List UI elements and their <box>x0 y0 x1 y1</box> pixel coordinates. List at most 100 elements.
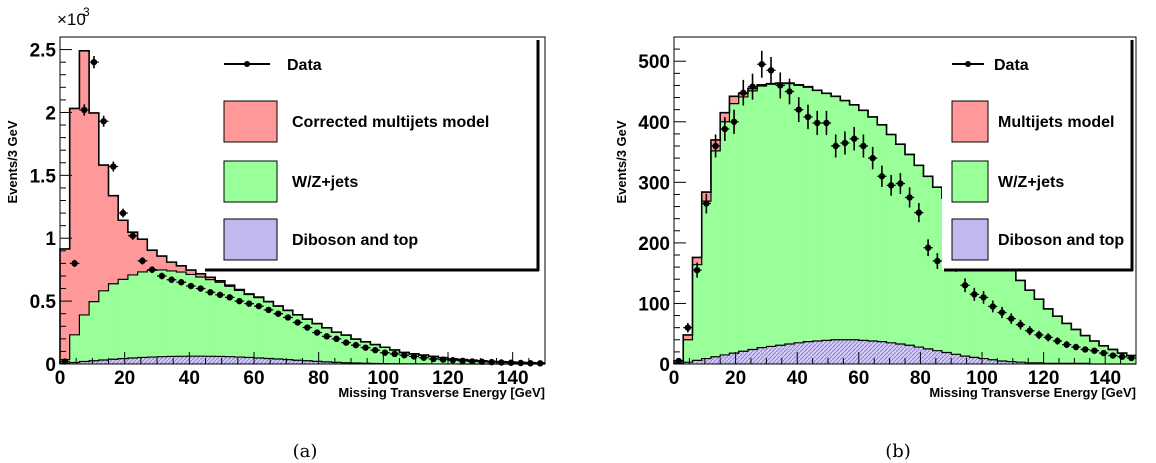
data-point <box>721 125 729 133</box>
diboson-bin <box>877 341 887 364</box>
legend-diboson-label-a: Diboson and top <box>292 232 418 249</box>
data-point <box>352 341 360 349</box>
diboson-bin <box>868 340 878 364</box>
data-point <box>1081 346 1089 353</box>
x-tick-label: 80 <box>308 368 329 389</box>
wz-bin <box>905 154 915 364</box>
wz-bin <box>895 144 906 364</box>
data-point <box>1100 349 1107 357</box>
diboson-outline <box>673 339 1136 365</box>
diboson-histogram-b <box>674 339 1091 364</box>
wz-bin <box>747 90 758 365</box>
y-tick-label: 200 <box>638 234 670 255</box>
wz-bin <box>941 198 952 364</box>
data-point <box>401 351 408 359</box>
data-point <box>758 61 765 68</box>
diboson-bin <box>312 361 323 364</box>
wz-bin <box>98 290 109 364</box>
legend-diboson-swatch-a <box>223 218 278 261</box>
x-axis-label-a: Missing Transverse Energy [GeV] <box>338 385 545 400</box>
chart-a: 0 20 40 60 80 100 120 140 0 0.5 1 1.5 2 2.5 ×10 3 Eve… <box>5 5 546 462</box>
data-point <box>823 119 830 127</box>
diboson-bin <box>273 358 284 364</box>
diboson-bin <box>254 357 264 364</box>
data-point <box>187 282 195 290</box>
data-point <box>887 182 895 189</box>
data-point <box>703 200 710 207</box>
wz-bin <box>831 96 841 364</box>
wz-bin <box>321 327 332 364</box>
data-point <box>507 359 515 366</box>
plot-frame-a <box>59 36 546 365</box>
wz-bin <box>137 271 148 364</box>
data-point <box>342 339 350 346</box>
diboson-bin <box>1025 362 1035 364</box>
data-point <box>804 113 812 121</box>
diboson-bin <box>997 360 1007 364</box>
y-tick-label: 0 <box>45 355 56 376</box>
wz-bin <box>89 301 100 364</box>
wz-bin <box>720 121 730 365</box>
wz-bin <box>341 335 352 364</box>
axes-b: 0 20 40 60 80 100 120 140 0 100 200 300 400 500 <box>638 36 1137 389</box>
y-tick-label: 0 <box>659 355 670 376</box>
data-point <box>255 302 263 310</box>
y-exponent-label-a: ×10 <box>57 10 86 29</box>
data-point <box>81 106 88 114</box>
data-point <box>168 276 175 283</box>
x-tick-label: 100 <box>966 368 998 389</box>
wz-bin <box>283 310 294 364</box>
data-point <box>313 329 321 336</box>
data-point <box>814 119 821 127</box>
data-point <box>693 266 701 274</box>
wz-bin <box>312 323 323 364</box>
data-point <box>119 209 127 217</box>
data-point <box>915 209 923 216</box>
diboson-histogram-a <box>60 356 546 364</box>
x-tick-label: 140 <box>1089 368 1121 389</box>
plot-area-a <box>59 50 546 367</box>
wz-bin <box>69 334 80 364</box>
data-point <box>129 232 136 239</box>
diboson-bin <box>147 357 158 364</box>
data-point <box>924 244 932 251</box>
diboson-bin <box>137 357 148 364</box>
wz-histogram-a <box>60 269 546 364</box>
diboson-bin <box>766 346 776 364</box>
data-point <box>860 142 867 150</box>
data-point <box>178 279 185 286</box>
data-point <box>1128 354 1135 362</box>
data-point <box>749 83 756 90</box>
diboson-bin <box>821 340 832 364</box>
diboson-bin <box>775 345 786 364</box>
data-point <box>536 360 544 367</box>
wz-bin <box>951 208 961 364</box>
wz-bin <box>331 332 342 364</box>
data-point <box>1017 321 1024 328</box>
data-point <box>777 82 784 89</box>
legend-data-marker-a <box>244 61 250 67</box>
diboson-bin <box>941 352 952 364</box>
diboson-bin <box>98 359 109 364</box>
data-point <box>323 333 330 340</box>
data-point <box>869 154 876 162</box>
y-exponent-power-a: 3 <box>83 5 90 19</box>
data-point <box>971 291 978 298</box>
data-point <box>517 359 524 367</box>
plot-area-b <box>673 50 1137 365</box>
data-point <box>934 257 941 265</box>
legend-a: Data Corrected multijets model W/Z+jets … <box>203 38 540 272</box>
multijets-bin <box>79 50 90 364</box>
diboson-bin <box>960 356 970 364</box>
legend-diboson-label-b: Diboson and top <box>998 232 1124 249</box>
wz-bin <box>166 270 177 364</box>
y-axis-label-a: Events/3 GeV <box>5 120 20 203</box>
diboson-bin <box>166 356 177 364</box>
data-point <box>712 142 719 150</box>
y-tick-label: 1 <box>45 229 56 250</box>
legend-multijets-label-a: Corrected multijets model <box>292 114 489 131</box>
diboson-bin <box>215 356 226 364</box>
diboson-bin <box>683 362 693 364</box>
data-point <box>420 354 427 361</box>
legend-diboson-swatch-b <box>951 218 989 261</box>
